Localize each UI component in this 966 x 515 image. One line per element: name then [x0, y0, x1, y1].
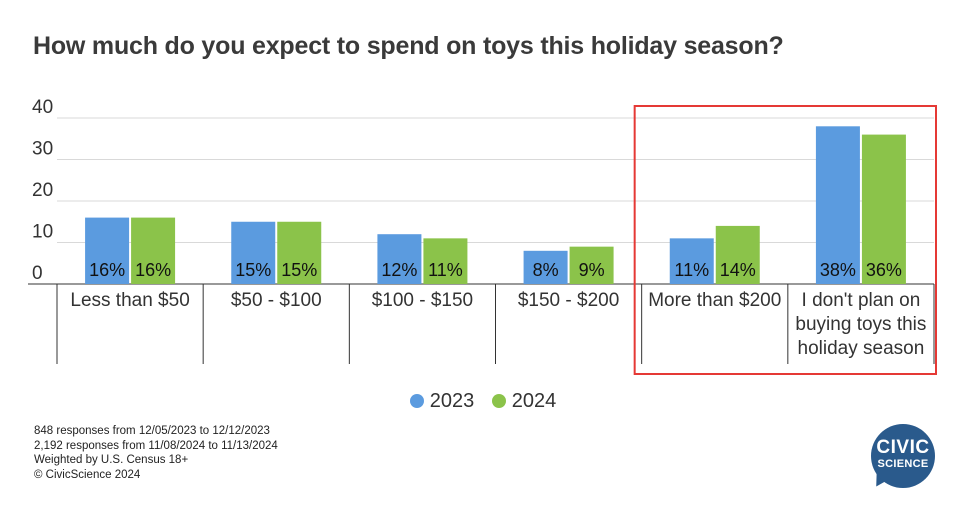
bar-value-label: 36% — [866, 260, 902, 280]
bar-2023 — [523, 250, 568, 284]
y-tick-label: 0 — [32, 263, 43, 284]
bar-value-label: 16% — [135, 260, 171, 280]
logo-circle — [871, 424, 935, 488]
logo-text-science: SCIENCE — [877, 458, 929, 470]
bar-value-label: 12% — [381, 260, 417, 280]
bar-2024 — [131, 217, 176, 284]
bar-2023 — [85, 217, 130, 284]
x-category-label: buying toys this — [795, 314, 926, 335]
bar-value-label: 8% — [533, 260, 559, 280]
legend-label-2023: 2023 — [429, 390, 475, 413]
footnotes: 848 responses from 12/05/2023 to 12/12/2… — [34, 424, 278, 482]
legend-swatch-2024 — [491, 394, 506, 409]
chart-title: How much do you expect to spend on toys … — [33, 32, 784, 60]
legend-item-2024: 2024 — [491, 390, 557, 413]
legend-label-2024: 2024 — [511, 390, 557, 413]
logo-text-civic: CIVIC — [876, 437, 930, 458]
bar-value-label: 11% — [674, 260, 709, 280]
bar-2023 — [377, 234, 422, 284]
bar-chart: 0 10 20 30 40 16% 16% Less than $50 15% 15% $50 - … — [28, 97, 938, 375]
x-category-label: $50 - $100 — [231, 290, 322, 311]
bar-value-label: 9% — [579, 260, 605, 280]
bar-2024 — [861, 134, 906, 284]
y-tick-label: 20 — [32, 180, 53, 201]
bar-value-label: 38% — [820, 260, 856, 280]
footnote-line: © CivicScience 2024 — [34, 468, 141, 481]
x-category-label: holiday season — [798, 338, 925, 359]
bar-2023 — [815, 126, 860, 284]
x-category-label: $100 - $150 — [372, 290, 473, 311]
bar-2024 — [715, 225, 760, 284]
legend-item-2023: 2023 — [409, 390, 475, 413]
civicscience-logo: CIVIC SCIENCE — [870, 424, 935, 491]
bar-value-label: 15% — [235, 260, 271, 280]
bar-value-label: 16% — [89, 260, 125, 280]
x-category-label: More than $200 — [648, 290, 781, 311]
bar-2023 — [669, 238, 714, 284]
bar-2024 — [277, 221, 322, 284]
x-category-label: I don't plan on — [802, 290, 921, 311]
bar-value-label: 11% — [428, 260, 463, 280]
highlight-box — [633, 105, 938, 375]
y-tick-label: 10 — [32, 222, 53, 243]
y-tick-label: 40 — [32, 97, 53, 118]
footnote-line: 848 responses from 12/05/2023 to 12/12/2… — [34, 425, 270, 437]
legend-swatch-2023 — [409, 394, 424, 409]
footnote-line: 2,192 responses from 11/08/2024 to 11/13… — [34, 439, 278, 452]
bar-2024 — [569, 246, 614, 284]
bar-2024 — [423, 238, 468, 284]
bar-2023 — [231, 221, 276, 284]
chart-legend: 2023 2024 — [0, 390, 966, 413]
x-category-label: Less than $50 — [70, 290, 189, 311]
bar-value-label: 15% — [281, 260, 317, 280]
x-category-label: $150 - $200 — [518, 290, 619, 311]
footnote-line: Weighted by U.S. Census 18+ — [34, 454, 189, 466]
bar-value-label: 14% — [720, 260, 756, 280]
y-tick-label: 30 — [32, 139, 53, 160]
